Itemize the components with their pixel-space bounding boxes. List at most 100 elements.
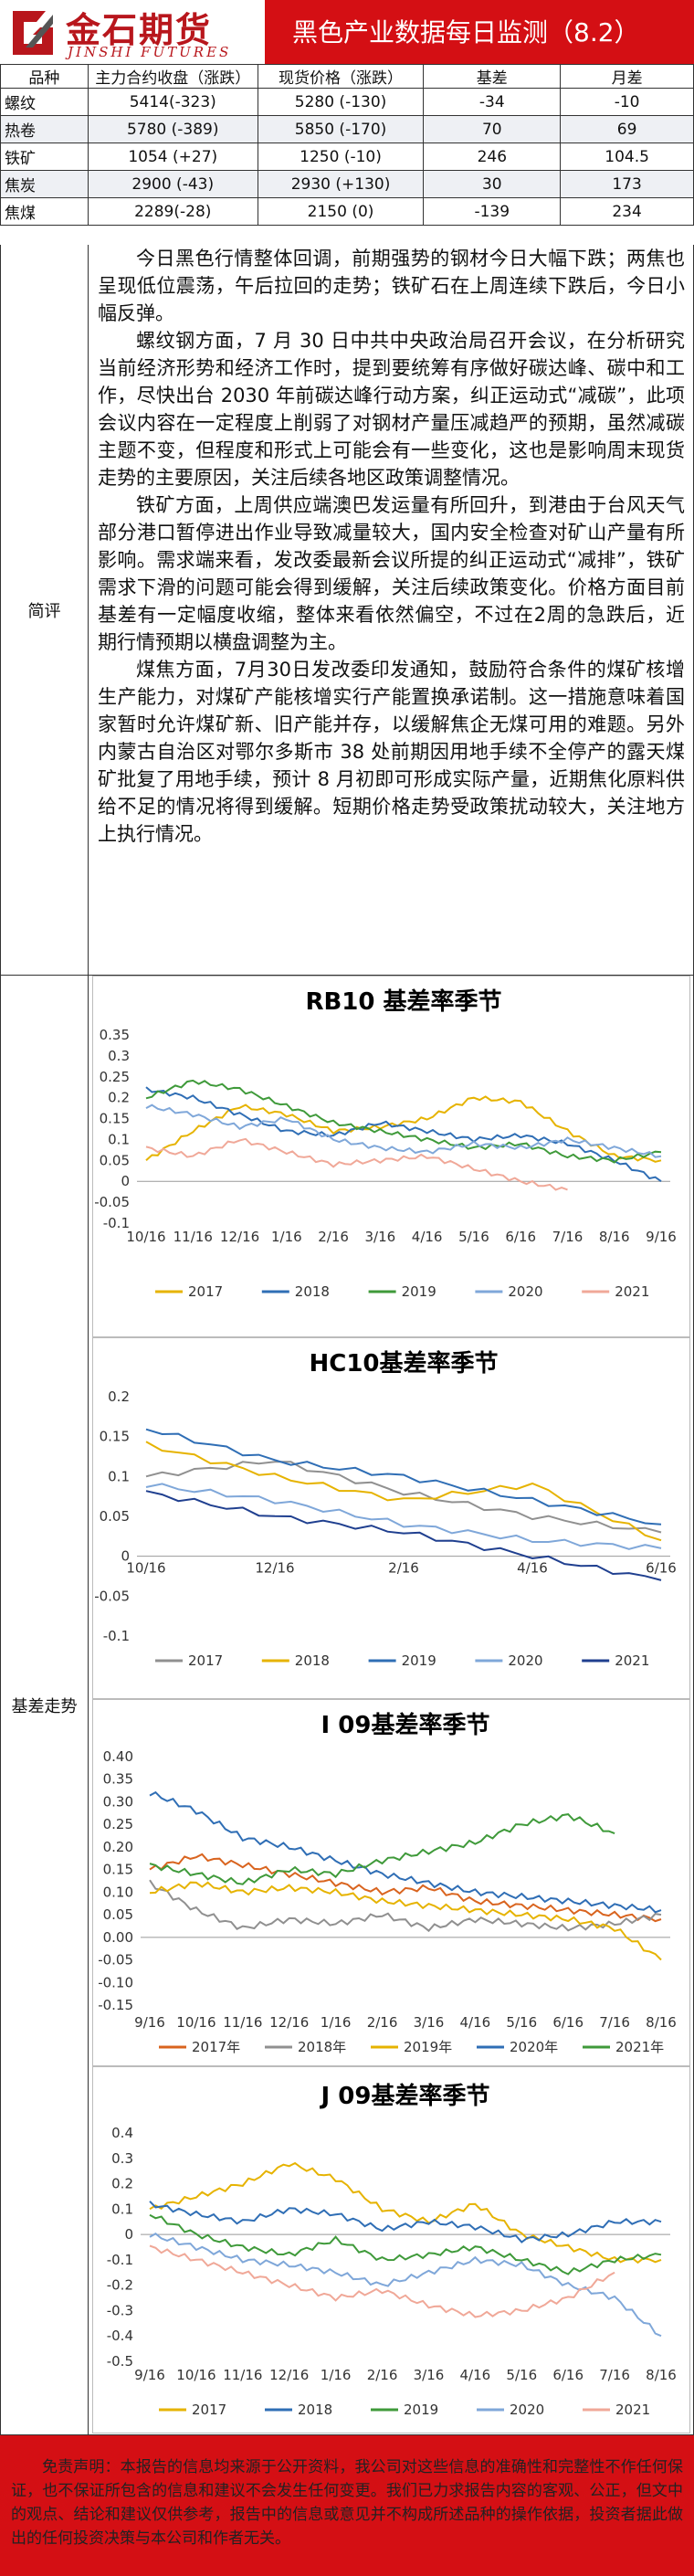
y-tick-label: 0.2 [108,1388,130,1405]
chart-title: J 09基差率季节 [320,2082,490,2110]
series-line [145,1086,662,1183]
legend-label: 2020 [508,1283,542,1300]
y-tick-label: 0.05 [100,1152,130,1168]
y-tick-label: -0.05 [94,1194,130,1210]
x-tick-label: 3/16 [365,1229,396,1245]
x-tick-label: 12/16 [269,2014,309,2031]
series-line [145,1483,662,1550]
y-tick-label: 0 [121,1548,130,1565]
x-tick-label: 3/16 [414,2367,445,2383]
column-header: 月差 [560,64,694,89]
table-row: 铁矿 1054 (+27) 1250 (-10) 246 104.5 [0,143,694,171]
chart-hc10: HC10基差率季节 0.2 0.15 0.1 0.05 0 -0.05 -0.1 10/16 12… [92,1337,690,1699]
column-header: 现货价格（涨跌） [257,64,425,89]
y-tick-label: 0.30 [103,1793,133,1810]
cell-basis: -139 [423,197,562,226]
y-tick-label: 0.15 [103,1862,133,1878]
series-line [149,2213,662,2275]
x-tick-label: 6/16 [552,2367,584,2383]
x-tick-label: 2/16 [367,2014,398,2031]
cell-spot: 5850 (-170) [257,115,425,143]
summary-table: 品种 主力合约收盘（涨跌） 现货价格（涨跌） 基差 月差 螺纹 5414(-32… [0,64,694,226]
chart-title: RB10 基差率季节 [305,987,501,1016]
x-tick-label: 8/16 [599,1229,630,1245]
y-tick-label: -0.4 [107,2328,133,2344]
legend-label: 2017年 [192,2039,240,2055]
table-row: 热卷 5780 (-389) 5850 (-170) 70 69 [0,115,694,143]
y-tick-label: 0 [121,1173,130,1189]
logo-text-en: JINSHI FUTURES [68,44,232,60]
chart-i09-svg: I 09基差率季节 0.40 0.35 0.30 0.25 0.20 0.15 0.10 0.0… [98,1711,677,2055]
legend-label: 2021 [615,2402,650,2418]
y-tick-label: 0.35 [103,1771,133,1788]
x-tick-label: 4/16 [412,1229,443,1245]
legend-label: 2017 [188,1652,223,1669]
x-tick-label: 12/16 [220,1229,259,1245]
x-tick-label: 9/16 [134,2014,165,2031]
series-line [145,1461,662,1534]
cell-name: 铁矿 [0,143,89,171]
legend-label: 2018 [298,2402,332,2418]
x-tick-label: 11/16 [223,2367,262,2383]
cell-spot: 2930 (+130) [257,170,425,198]
y-tick-label: 0.05 [103,1906,133,1923]
series-line [149,2232,662,2338]
series-line [145,1428,662,1526]
y-tick-label: -0.3 [107,2302,133,2318]
x-tick-label: 9/16 [134,2367,165,2383]
y-tick-label: -0.1 [107,2252,133,2268]
table-header-row: 品种 主力合约收盘（涨跌） 现货价格（涨跌） 基差 月差 [0,64,694,89]
x-tick-label: 10/16 [176,2367,216,2383]
charts-label: 基差走势 [1,976,89,2434]
series-line [145,1095,662,1163]
cell-spot: 2150 (0) [257,197,425,226]
x-tick-label: 4/16 [460,2014,491,2031]
legend-label: 2021年 [615,2039,664,2055]
series-line [149,1881,662,1961]
cell-basis: 70 [423,115,562,143]
cell-name: 热卷 [0,115,89,143]
y-tick-label: 0.2 [111,2176,133,2192]
legend-label: 2017 [188,1283,223,1300]
x-tick-label: 10/16 [126,1229,165,1245]
series-line [149,2244,615,2318]
y-tick-label: -0.05 [94,1588,130,1604]
x-tick-label: 2/16 [318,1229,349,1245]
commentary-paragraph: 铁矿方面，上周供应端澳巴发运量有所回升，到港由于台风天气部分港口暂停进出作业导致… [98,494,685,653]
logo-text-cn: 金石期货 [66,10,213,50]
commentary-label: 简评 [1,245,89,975]
x-tick-label: 1/16 [321,2367,352,2383]
y-tick-label: -0.05 [98,1952,133,1969]
cell-close: 5780 (-389) [87,115,258,143]
legend-label: 2019 [402,1652,436,1669]
chart-rb10: RB10 基差率季节 0.35 0.3 0.25 0.2 0.15 0.1 0.05 0 -0.0… [92,976,690,1337]
cell-spot: 1250 (-10) [257,143,425,171]
legend-label: 2019 [402,1283,436,1300]
commentary-text: 今日黑色行情整体回调，前期强势的钢材今日大幅下跌；两焦也呈现低位震荡，午后拉回的… [92,245,690,848]
chart-title: HC10基差率季节 [309,1349,498,1378]
x-tick-label: 12/16 [255,1560,294,1577]
legend-label: 2017 [192,2402,226,2418]
x-tick-label: 4/16 [517,1560,548,1577]
x-tick-label: 10/16 [126,1560,165,1577]
table-row: 焦煤 2289(-28) 2150 (0) -139 234 [0,197,694,226]
x-tick-label: 2/16 [367,2367,398,2383]
legend-label: 2019 [404,2402,438,2418]
x-tick-label: 11/16 [174,1229,213,1245]
y-tick-label: -0.10 [98,1974,133,1990]
y-tick-label: 0.1 [108,1468,130,1484]
y-tick-label: 0.05 [100,1508,130,1525]
series-line [145,1079,662,1164]
series-line [145,1137,568,1191]
y-tick-label: -0.2 [107,2277,133,2294]
y-tick-label: 0.35 [100,1027,130,1043]
disclaimer-footer: 免责声明：本报告的信息均来源于公开资料，我公司对这些信息的准确性和完整性不作任何… [0,2435,694,2576]
series-line [149,1813,615,1885]
cell-close: 5414(-323) [87,88,258,116]
y-tick-label: 0.1 [111,2201,133,2217]
y-tick-label: -0.1 [103,1628,130,1644]
y-tick-label: 0.4 [111,2125,133,2141]
x-tick-label: 5/16 [458,1229,489,1245]
basis-charts-section: 基差走势 RB10 基差率季节 0.35 0.3 0.25 0.2 0.15 0.1 0.05… [0,976,694,2435]
series-line [149,1790,662,1914]
